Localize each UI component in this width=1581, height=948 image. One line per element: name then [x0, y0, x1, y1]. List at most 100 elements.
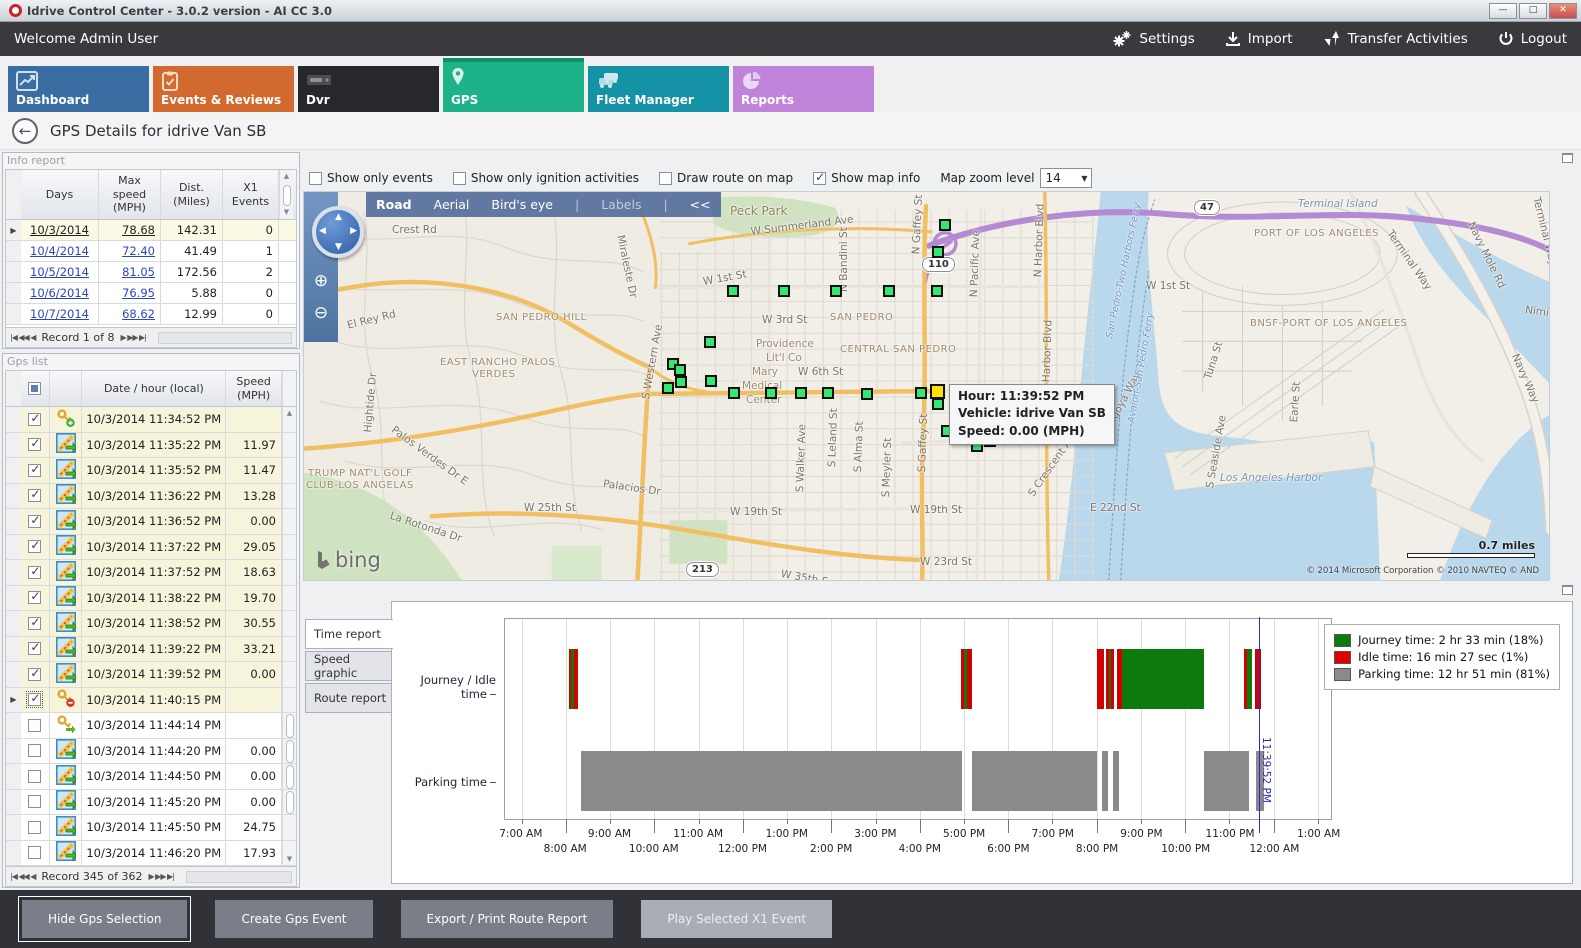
pan-left-icon[interactable]: ◀	[319, 226, 326, 236]
map-style-road[interactable]: Road	[376, 197, 412, 212]
row-checkbox[interactable]	[28, 615, 42, 630]
pan-right-icon[interactable]: ▶	[350, 226, 357, 236]
gps-list-row[interactable]: 10/3/2014 11:45:50 PM 24.75	[6, 815, 296, 841]
tab-dvr[interactable]: Dvr	[298, 66, 439, 112]
option-show-only-ignition-activities[interactable]: Show only ignition activities	[452, 171, 639, 185]
transfer-activities-button[interactable]: Transfer Activities	[1323, 30, 1468, 48]
row-checkbox[interactable]	[28, 666, 42, 681]
chart-tab-route-report[interactable]: Route report	[305, 683, 391, 713]
checkbox[interactable]	[659, 171, 673, 185]
gps-list-row[interactable]: 10/3/2014 11:36:52 PM0.00	[6, 509, 296, 535]
export-print-route-report-button[interactable]: Export / Print Route Report	[400, 900, 614, 938]
day-link[interactable]: 10/6/2014	[30, 286, 89, 300]
info-scrollbar[interactable]: ▲ ▼	[279, 170, 293, 219]
gps-marker[interactable]	[705, 375, 717, 387]
gps-list-row[interactable]: 10/3/2014 11:34:52 PM ▲	[6, 407, 296, 433]
row-checkbox[interactable]	[28, 436, 42, 452]
gps-marker[interactable]	[915, 387, 927, 399]
settings-button[interactable]: Settings	[1112, 30, 1195, 48]
gps-list-pager[interactable]: |◀ ◀◀ ◀ Record 345 of 362 ▶ ▶▶ ▶|	[6, 866, 296, 886]
checkbox[interactable]	[309, 171, 322, 185]
pan-up-icon[interactable]: ▲	[335, 212, 342, 222]
day-link[interactable]: 10/7/2014	[30, 307, 89, 321]
gps-list-row[interactable]: 10/3/2014 11:44:14 PM	[6, 713, 296, 739]
gps-marker[interactable]	[704, 336, 716, 348]
map-style-labels[interactable]: Labels	[601, 197, 642, 212]
gps-col-date[interactable]: Date / hour (local)	[82, 371, 227, 406]
row-checkbox[interactable]	[28, 718, 42, 732]
map-panel-maximize-button[interactable]	[1562, 153, 1573, 163]
gps-marker[interactable]	[822, 387, 834, 399]
row-checkbox[interactable]	[28, 589, 42, 605]
gps-marker[interactable]	[674, 364, 686, 376]
map-pan-compass[interactable]: ▲ ▼ ◀ ▶	[312, 206, 364, 258]
gps-marker[interactable]	[675, 376, 687, 388]
info-report-row[interactable]: 10/6/2014 76.95 5.88 0	[6, 283, 296, 304]
max-speed-link[interactable]: 68.62	[122, 307, 155, 321]
create-gps-event-button[interactable]: Create Gps Event	[215, 900, 373, 938]
gps-marker[interactable]	[939, 219, 951, 231]
row-checkbox[interactable]	[28, 795, 42, 809]
gps-list-row[interactable]: 10/3/2014 11:46:20 PM 17.93 ▼	[6, 840, 296, 866]
gps-list-row[interactable]: 10/3/2014 11:39:52 PM0.00	[6, 662, 296, 688]
gps-marker[interactable]	[861, 388, 873, 400]
info-col-header[interactable]: Max speed (MPH)	[99, 170, 161, 219]
row-checkbox[interactable]	[28, 640, 42, 656]
map-nav-collapse-button[interactable]: <<	[689, 197, 711, 212]
play-selected-x1-event-button[interactable]: Play Selected X1 Event	[641, 900, 833, 938]
gps-marker[interactable]	[728, 387, 740, 399]
maximize-button[interactable]: □	[1519, 2, 1547, 19]
logout-button[interactable]: Logout	[1498, 30, 1567, 48]
max-speed-link[interactable]: 81.05	[122, 265, 155, 279]
pager-scrollbar[interactable]	[157, 331, 292, 344]
info-col-header[interactable]: Days	[21, 170, 99, 219]
tab-reports[interactable]: Reports	[733, 66, 874, 112]
select-all-checkbox[interactable]	[28, 382, 42, 395]
max-speed-link[interactable]: 72.40	[122, 244, 155, 258]
minimize-button[interactable]: —	[1489, 2, 1517, 19]
info-report-row[interactable]: 10/7/2014 68.62 12.99 0	[6, 304, 296, 325]
gps-marker[interactable]	[778, 285, 790, 297]
max-speed-link[interactable]: 76.95	[122, 286, 155, 300]
map-zoom-in-button[interactable]: ⊕	[313, 271, 329, 291]
gps-list-row[interactable]: 10/3/2014 11:44:20 PM 0.00	[6, 738, 296, 764]
info-report-pager[interactable]: |◀ ◀◀ ◀ Record 1 of 8 ▶ ▶▶ ▶|	[6, 327, 296, 347]
gps-marker[interactable]	[830, 285, 842, 297]
option-show-map-info[interactable]: Show map info	[813, 170, 920, 185]
map-zoom-out-button[interactable]: ⊖	[313, 303, 329, 323]
tab-dashboard[interactable]: Dashboard	[8, 66, 149, 112]
map-style-bird-s-eye[interactable]: Bird's eye	[491, 197, 553, 212]
gps-marker[interactable]	[932, 398, 944, 410]
row-checkbox[interactable]	[28, 462, 42, 477]
row-checkbox[interactable]	[26, 691, 44, 709]
row-checkbox[interactable]	[28, 411, 42, 426]
pager-scrollbar[interactable]	[185, 870, 292, 883]
gps-scrollbar[interactable]: ▲	[282, 407, 296, 432]
tab-gps[interactable]: GPS	[443, 58, 584, 112]
info-report-row[interactable]: 10/5/2014 81.05 172.56 2	[6, 262, 296, 283]
chart-panel-maximize-button[interactable]	[1562, 585, 1573, 595]
pager-last-icon[interactable]: ▶ ▶▶ ▶|	[148, 872, 174, 881]
gps-marker[interactable]	[931, 285, 943, 297]
info-report-row[interactable]: 10/4/2014 72.40 41.49 1	[6, 241, 296, 262]
pager-first-icon[interactable]: |◀ ◀◀ ◀	[10, 333, 36, 342]
row-checkbox[interactable]	[28, 538, 42, 554]
option-draw-route-on-map[interactable]: Draw route on map	[659, 171, 793, 185]
gps-list-row[interactable]: 10/3/2014 11:44:50 PM 0.00	[6, 764, 296, 790]
gps-marker[interactable]	[662, 382, 674, 394]
chart-tab-speed-graphic[interactable]: Speed graphic	[305, 651, 391, 681]
row-checkbox[interactable]	[28, 846, 42, 860]
checkbox[interactable]	[813, 170, 827, 185]
info-report-row[interactable]: ▶ 10/3/2014 78.68 142.31 0	[6, 220, 296, 241]
tab-fleet-manager[interactable]: Fleet Manager	[588, 66, 729, 112]
tab-events-reviews[interactable]: Events & Reviews	[153, 66, 294, 112]
gps-list-row[interactable]: ▶10/3/2014 11:40:15 PM	[6, 687, 296, 713]
chart-tab-time-report[interactable]: Time report	[305, 619, 393, 649]
selected-gps-marker[interactable]	[930, 384, 945, 399]
gps-marker[interactable]	[765, 387, 777, 399]
